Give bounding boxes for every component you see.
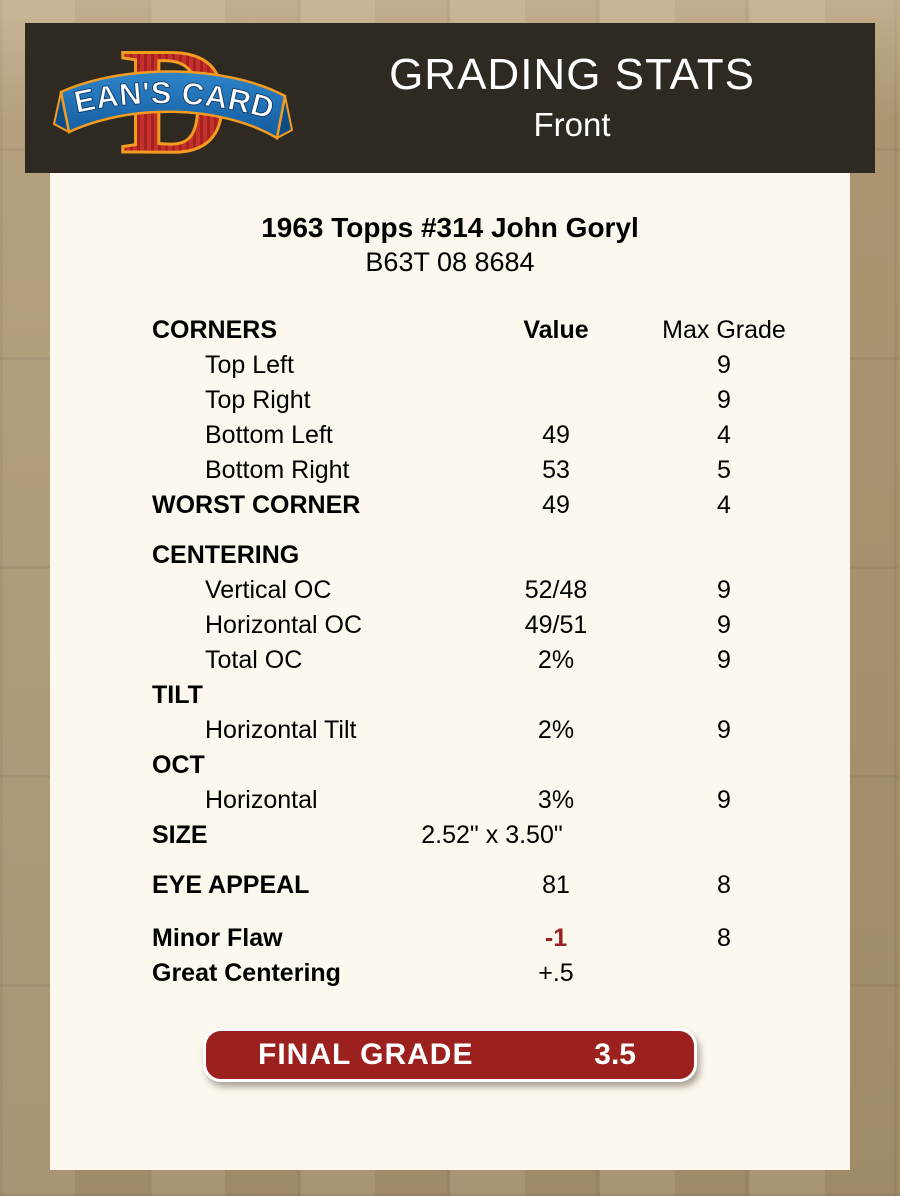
logo-ribbon bbox=[59, 70, 287, 140]
page-title: GRADING STATS bbox=[389, 50, 755, 99]
row-value: Value bbox=[523, 316, 589, 344]
row-max-grade: 4 bbox=[717, 421, 731, 449]
row-max-grade: 4 bbox=[717, 491, 731, 519]
card-serial-number: B63T 08 8684 bbox=[365, 247, 535, 277]
row-value: -1 bbox=[544, 924, 568, 952]
row-value: 52/48 bbox=[524, 576, 588, 604]
row-value: 2% bbox=[537, 716, 575, 744]
row-max-grade: 8 bbox=[717, 871, 731, 899]
row-eye-appeal: EYE APPEAL 81 8 bbox=[50, 868, 850, 903]
row-max-grade: Max Grade bbox=[662, 316, 786, 344]
row-top-right: Top Right 9 bbox=[50, 383, 850, 418]
row-label: SIZE bbox=[152, 821, 208, 849]
row-label: Vertical OC bbox=[205, 576, 332, 604]
row-label: Bottom Right bbox=[205, 456, 350, 484]
row-max-grade: 9 bbox=[717, 646, 731, 674]
card-title: 1963 Topps #314 John Goryl bbox=[261, 212, 639, 243]
row-label: Top Left bbox=[205, 351, 294, 379]
row-worst-corner: WORST CORNER 49 4 bbox=[50, 488, 850, 523]
row-size: SIZE 2.52" x 3.50" bbox=[50, 818, 850, 853]
deans-cards-logo: D DEAN'S CARDS bbox=[53, 32, 293, 164]
row-label: Minor Flaw bbox=[152, 924, 283, 952]
row-value: 2.52" x 3.50" bbox=[421, 821, 563, 849]
final-grade-value: 3.5 bbox=[594, 1038, 636, 1071]
row-max-grade: 9 bbox=[717, 351, 731, 379]
final-grade-badge: FINAL GRADE 3.5 bbox=[203, 1028, 697, 1082]
row-value: 49/51 bbox=[524, 611, 588, 639]
row-label: Total OC bbox=[205, 646, 303, 674]
row-max-grade: 9 bbox=[717, 611, 731, 639]
row-vertical-oc: Vertical OC 52/48 9 bbox=[50, 573, 850, 608]
row-total-oc: Total OC 2% 9 bbox=[50, 643, 850, 678]
final-grade-label: FINAL GRADE bbox=[258, 1038, 474, 1071]
row-horizontal-oc: Horizontal OC 49/51 9 bbox=[50, 608, 850, 643]
row-max-grade: 5 bbox=[717, 456, 731, 484]
row-label: Top Right bbox=[205, 386, 311, 414]
row-value: 49 bbox=[542, 491, 570, 519]
row-value: 81 bbox=[542, 871, 570, 899]
row-value: 3% bbox=[537, 786, 575, 814]
row-label: EYE APPEAL bbox=[152, 871, 310, 899]
row-label: OCT bbox=[152, 751, 205, 779]
row-label: Great Centering bbox=[152, 959, 341, 987]
row-max-grade: 9 bbox=[717, 716, 731, 744]
row-value: +.5 bbox=[538, 959, 574, 987]
row-tilt: TILT bbox=[50, 678, 850, 713]
row-minor-flaw: Minor Flaw -1 8 bbox=[50, 921, 850, 956]
header-titles: GRADING STATS Front bbox=[293, 51, 875, 145]
header-bar: D DEAN'S CARDS GRADING STATS Front bbox=[25, 23, 875, 173]
row-bottom-right: Bottom Right 53 5 bbox=[50, 453, 850, 488]
row-label: Horizontal bbox=[205, 786, 318, 814]
row-corners: CORNERS Value Max Grade bbox=[50, 313, 850, 348]
row-value: 2% bbox=[537, 646, 575, 674]
row-label: WORST CORNER bbox=[152, 491, 361, 519]
row-label: Horizontal OC bbox=[205, 611, 362, 639]
row-label: TILT bbox=[152, 681, 203, 709]
row-bottom-left: Bottom Left 49 4 bbox=[50, 418, 850, 453]
row-great-centering: Great Centering +.5 bbox=[50, 956, 850, 991]
row-max-grade: 9 bbox=[717, 786, 731, 814]
row-max-grade: 9 bbox=[717, 386, 731, 414]
row-horizontal-tilt: Horizontal Tilt 2% 9 bbox=[50, 713, 850, 748]
row-top-left: Top Left 9 bbox=[50, 348, 850, 383]
row-max-grade: 9 bbox=[717, 576, 731, 604]
row-label: CORNERS bbox=[152, 316, 278, 344]
row-label: Bottom Left bbox=[205, 421, 333, 449]
row-oct: OCT bbox=[50, 748, 850, 783]
page-subtitle: Front bbox=[533, 106, 611, 143]
grading-panel: 1963 Topps #314 John Goryl B63T 08 8684 … bbox=[50, 173, 850, 1170]
row-value: 53 bbox=[542, 456, 570, 484]
row-centering: CENTERING bbox=[50, 538, 850, 573]
row-label: Horizontal Tilt bbox=[205, 716, 357, 744]
grading-table: CORNERS Value Max Grade Top Left 9 Top R… bbox=[50, 313, 850, 991]
row-horizontal: Horizontal 3% 9 bbox=[50, 783, 850, 818]
row-max-grade: 8 bbox=[717, 924, 731, 952]
row-label: CENTERING bbox=[152, 541, 300, 569]
row-value: 49 bbox=[542, 421, 570, 449]
